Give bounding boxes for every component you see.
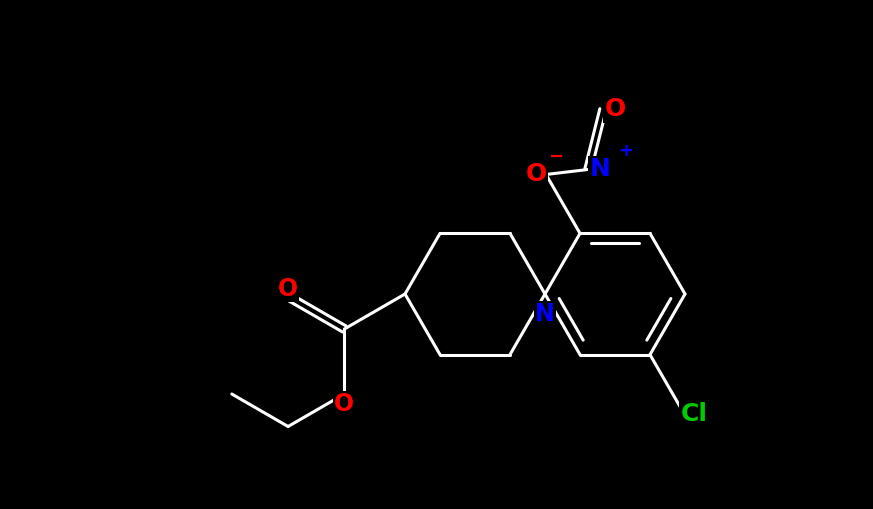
- Text: −: −: [548, 148, 564, 165]
- Text: O: O: [334, 392, 354, 416]
- Text: Cl: Cl: [680, 402, 707, 426]
- Text: O: O: [604, 98, 626, 122]
- Text: O: O: [526, 162, 546, 186]
- Text: N: N: [589, 157, 610, 182]
- Text: N: N: [535, 302, 555, 326]
- Text: +: +: [618, 143, 634, 160]
- Text: O: O: [278, 276, 299, 300]
